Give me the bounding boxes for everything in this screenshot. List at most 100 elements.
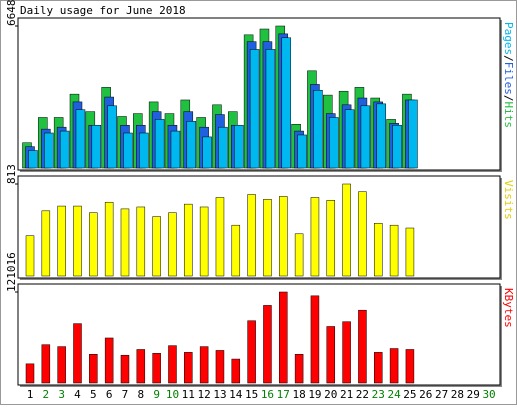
legend: KBytes — [502, 288, 515, 328]
y-tick-label: 121016 — [5, 252, 18, 292]
bar — [231, 358, 241, 384]
bar — [73, 323, 82, 384]
bar — [25, 363, 35, 384]
legend-entry: KBytes — [502, 288, 515, 328]
bar — [89, 354, 98, 384]
legend-entry: Hits — [502, 102, 515, 129]
x-tick-label: 6 — [106, 388, 113, 401]
x-tick-label: 17 — [277, 388, 290, 401]
bar — [231, 224, 241, 277]
legend-entry: Visits — [502, 180, 515, 220]
bar — [374, 352, 383, 384]
bar — [215, 350, 225, 384]
bar — [247, 194, 256, 277]
x-tick-label: 13 — [213, 388, 226, 401]
x-tick-label: 30 — [482, 388, 495, 401]
x-tick-label: 16 — [261, 388, 274, 401]
bar — [57, 205, 66, 277]
bar — [326, 326, 336, 384]
bar — [279, 196, 288, 277]
bar — [41, 344, 51, 384]
panel — [17, 283, 501, 386]
bar — [152, 353, 161, 384]
bar — [344, 109, 355, 169]
bar — [389, 224, 399, 277]
bar — [168, 212, 177, 277]
bar — [104, 201, 114, 277]
bar — [358, 309, 367, 384]
x-tick-label: 25 — [403, 388, 416, 401]
bar — [120, 208, 130, 277]
bar — [199, 346, 209, 384]
x-tick-label: 26 — [419, 388, 432, 401]
x-tick-label: 14 — [229, 388, 243, 401]
bar — [358, 191, 367, 277]
x-tick-label: 20 — [324, 388, 337, 401]
bar — [310, 197, 320, 277]
x-tick-label: 9 — [153, 388, 160, 401]
bar — [41, 210, 51, 277]
bar — [152, 216, 161, 277]
x-tick-label: 27 — [435, 388, 448, 401]
bar — [123, 132, 133, 169]
bar — [374, 223, 383, 277]
bar — [184, 352, 193, 384]
bar — [360, 105, 371, 169]
bar — [75, 109, 86, 169]
bar — [186, 121, 197, 169]
x-tick-label: 5 — [90, 388, 97, 401]
bar — [136, 206, 146, 277]
bar — [408, 99, 418, 169]
x-tick-label: 28 — [451, 388, 464, 401]
bar — [28, 150, 38, 169]
bar — [249, 49, 260, 169]
bar — [376, 103, 387, 169]
bar — [281, 37, 292, 169]
bar — [342, 183, 351, 277]
x-tick-label: 1 — [27, 388, 34, 401]
bar — [107, 105, 117, 169]
bar — [91, 124, 102, 169]
x-tick-label: 22 — [356, 388, 369, 401]
y-tick-label: 6648 — [5, 0, 18, 26]
y-tick-label: 813 — [5, 164, 18, 184]
legend-entry: Files — [502, 62, 515, 95]
bar — [310, 295, 320, 384]
x-tick-label: 19 — [308, 388, 321, 401]
legend: Pages/Files/Hits — [502, 22, 515, 128]
bar — [215, 197, 225, 277]
bar — [154, 119, 165, 169]
bar — [168, 345, 177, 384]
bar — [263, 305, 272, 384]
bar — [313, 90, 323, 169]
bar — [136, 349, 146, 384]
bar — [389, 348, 399, 384]
legend: Visits — [502, 180, 515, 220]
x-tick-label: 18 — [292, 388, 305, 401]
bar — [44, 132, 54, 169]
bar — [59, 130, 70, 169]
x-tick-label: 23 — [372, 388, 385, 401]
x-tick-label: 3 — [58, 388, 65, 401]
bar — [329, 117, 339, 169]
bar — [326, 200, 336, 277]
bar — [218, 126, 228, 169]
bar — [392, 124, 402, 169]
x-tick-label: 10 — [166, 388, 179, 401]
bar — [294, 233, 304, 277]
bar — [342, 321, 351, 384]
bar — [297, 134, 307, 169]
x-tick-label: 21 — [340, 388, 353, 401]
bar — [263, 199, 272, 277]
bar — [234, 124, 244, 169]
x-tick-label: 4 — [74, 388, 81, 401]
bar — [57, 346, 66, 384]
x-tick-label: 8 — [137, 388, 144, 401]
x-tick-label: 2 — [43, 388, 50, 401]
chart-title: Daily usage for June 2018 — [20, 4, 186, 17]
bar — [202, 136, 212, 169]
bar — [279, 291, 288, 384]
x-tick-label: 29 — [467, 388, 480, 401]
x-tick-label: 24 — [387, 388, 401, 401]
x-tick-label: 11 — [182, 388, 195, 401]
